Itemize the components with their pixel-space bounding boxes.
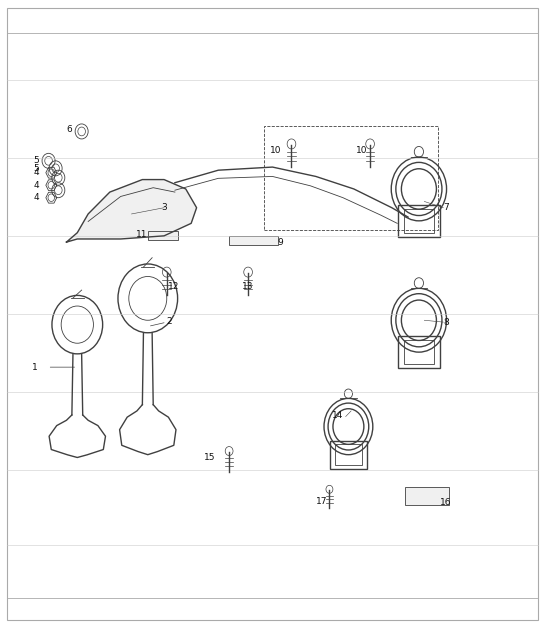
Text: 9: 9 <box>278 238 283 247</box>
Text: 6: 6 <box>66 125 72 134</box>
Text: 10: 10 <box>356 146 368 154</box>
Bar <box>148 231 178 241</box>
Bar <box>405 487 449 505</box>
Bar <box>335 445 362 465</box>
Bar <box>229 236 278 245</box>
Text: 14: 14 <box>332 411 343 420</box>
Text: 3: 3 <box>161 203 167 212</box>
Text: 7: 7 <box>443 203 449 212</box>
Text: 15: 15 <box>204 453 216 462</box>
Text: 17: 17 <box>316 497 327 506</box>
Bar <box>330 441 367 468</box>
Text: 2: 2 <box>167 317 172 326</box>
Text: 4: 4 <box>34 181 39 190</box>
Text: 10: 10 <box>269 146 281 154</box>
Text: 5: 5 <box>34 164 39 173</box>
Bar <box>398 205 440 237</box>
Text: 8: 8 <box>443 318 449 327</box>
Text: 16: 16 <box>440 498 452 507</box>
Bar <box>398 336 440 368</box>
Text: 13: 13 <box>243 282 254 291</box>
Text: 5: 5 <box>34 156 39 165</box>
Text: 4: 4 <box>34 193 39 202</box>
Bar <box>264 126 438 230</box>
Text: 4: 4 <box>34 168 39 177</box>
Polygon shape <box>66 180 197 242</box>
Bar <box>404 209 434 232</box>
Text: 11: 11 <box>136 230 147 239</box>
Bar <box>404 340 434 364</box>
Text: 1: 1 <box>32 362 38 372</box>
Text: 12: 12 <box>168 282 179 291</box>
